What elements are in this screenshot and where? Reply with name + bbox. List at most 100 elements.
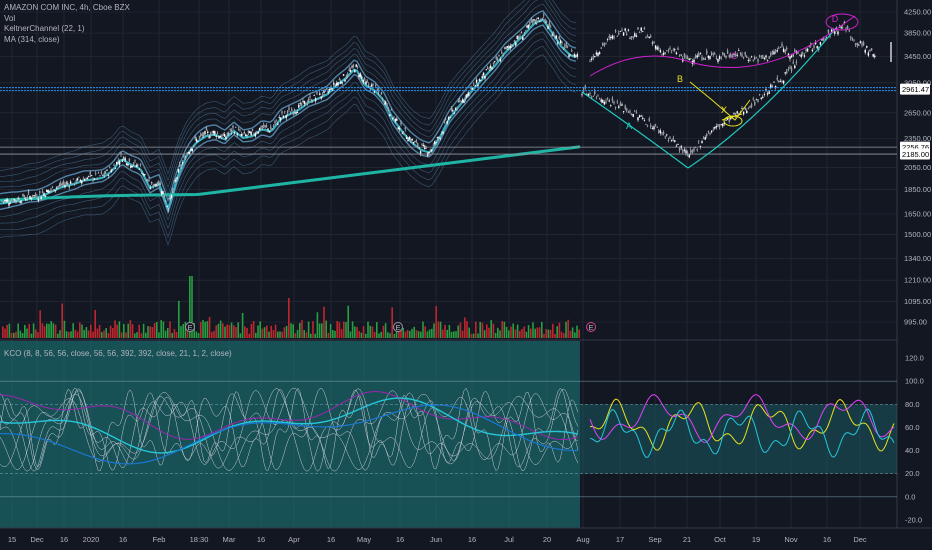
volume-bar <box>125 332 127 338</box>
price-axis[interactable]: 4250.00 3850.00 3450.00 3050.00 2650.00 2350.… <box>900 8 931 327</box>
volume-bar <box>303 329 305 338</box>
candle-body <box>335 83 338 86</box>
volume-bar <box>420 331 422 338</box>
ma-legend[interactable]: MA (314, close) <box>4 34 60 44</box>
symbol-title[interactable]: AMAZON COM INC, 4h, Cboe BZX <box>4 3 130 12</box>
candle-body <box>654 45 657 49</box>
time-axis-label: 20 <box>543 535 551 544</box>
candle-body <box>354 69 356 73</box>
candle-body <box>258 127 261 131</box>
candle-body <box>854 43 857 45</box>
volume-bar <box>112 328 114 338</box>
oscillator-title[interactable]: KCO (8, 8, 56, 56, close, 56, 56, 392, 3… <box>4 349 232 358</box>
volume-bar <box>310 333 312 338</box>
volume-bar <box>204 321 206 338</box>
volume-bar <box>512 323 514 338</box>
candle-body <box>608 35 610 39</box>
keltner-legend[interactable]: KeltnerChannel (22, 1) <box>4 24 85 33</box>
candle-body <box>298 104 300 108</box>
candle-body <box>475 79 478 83</box>
candle-body <box>72 178 75 180</box>
candle-body <box>782 48 785 52</box>
candle-body <box>109 167 111 169</box>
candle-body <box>351 66 353 68</box>
candle-body <box>629 37 631 39</box>
candle-body <box>68 186 70 188</box>
volume-bar <box>103 330 105 338</box>
candle-body <box>190 148 192 152</box>
oscillator-axis[interactable]: 120.0 100.0 80.0 60.0 40.0 20.0 0.0 -20.0 <box>905 354 924 525</box>
time-axis[interactable]: 15 Dec 16 2020 16 Feb 18:30 Mar 16 Apr 16 May 16 Jun 1… <box>0 527 932 544</box>
candle-body <box>522 37 524 40</box>
candle-body <box>485 69 488 71</box>
volume-bar <box>149 326 151 338</box>
candle-body <box>433 141 436 144</box>
candle-body <box>85 179 87 181</box>
harmonic-pattern-drawings[interactable]: A B C X D <box>581 13 892 169</box>
volume-bar <box>219 320 222 338</box>
time-axis-label: Dec <box>853 535 867 544</box>
candle-body <box>624 28 626 31</box>
volume-bar <box>76 331 79 338</box>
keltner-band <box>0 10 577 203</box>
candle-body <box>146 180 149 183</box>
volume-bar <box>189 276 191 338</box>
candle-body <box>327 91 329 93</box>
candle-body <box>5 199 7 203</box>
candle-body <box>401 133 404 135</box>
oscillator-axis-label: 80.0 <box>905 400 920 409</box>
candle-body <box>302 100 304 102</box>
volume-legend[interactable]: Vol <box>4 13 16 23</box>
volume-bar <box>519 331 521 338</box>
candle-body <box>677 144 679 145</box>
candle-body <box>597 52 599 56</box>
candle-body <box>208 136 210 139</box>
candle-body <box>452 109 454 112</box>
candle-body <box>781 43 783 47</box>
candle-body <box>415 140 418 142</box>
candle-body <box>512 46 514 48</box>
horizontal-price-lines[interactable] <box>0 87 897 155</box>
candle-body <box>233 132 236 134</box>
pattern-leg-a-return <box>687 27 837 169</box>
volume-bar <box>147 326 149 338</box>
candle-body <box>71 184 73 186</box>
candle-body <box>603 102 606 105</box>
volume-bar <box>257 325 259 338</box>
candle-body <box>432 144 434 146</box>
candle-body <box>33 195 35 197</box>
candle-body <box>32 194 34 198</box>
volume-bar <box>411 328 413 338</box>
volume-bar <box>560 331 563 338</box>
candle-body <box>787 68 790 71</box>
candle-body <box>312 100 314 102</box>
volume-bar <box>92 331 94 338</box>
candle-body <box>366 81 369 83</box>
candle-body <box>207 131 209 133</box>
candle-body <box>44 195 47 197</box>
candle-body <box>317 98 320 100</box>
candle-body <box>630 113 633 116</box>
candle-body <box>320 96 322 99</box>
candle-body <box>770 53 772 56</box>
candle-body <box>856 42 858 46</box>
candle-body <box>352 65 355 67</box>
volume-bar <box>270 325 272 338</box>
pattern-leg-bxd <box>689 81 751 121</box>
volume-bar <box>208 317 211 338</box>
oscillator-future-magenta <box>589 394 895 443</box>
candle-body <box>152 185 154 187</box>
candle-body <box>779 46 782 48</box>
candle-body <box>340 81 342 84</box>
oscillator-axis-label: 100.0 <box>905 377 924 386</box>
candle-body <box>158 180 160 184</box>
candle-body <box>517 36 520 38</box>
candle-body <box>173 180 175 183</box>
candle-body <box>191 148 194 151</box>
candle-body <box>412 141 415 144</box>
candle-body <box>638 32 641 33</box>
candle-body <box>79 179 82 182</box>
candle-body <box>163 194 166 198</box>
candle-body <box>270 126 272 130</box>
